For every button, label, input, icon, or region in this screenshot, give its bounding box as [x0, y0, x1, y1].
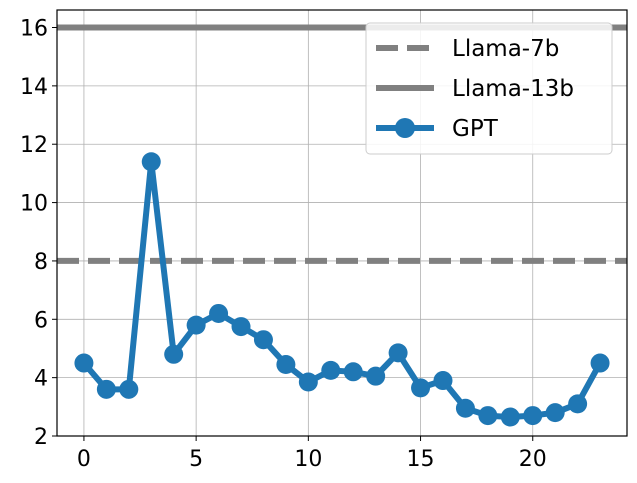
y-tick-label: 14 — [20, 75, 48, 100]
data-point — [523, 406, 543, 426]
x-tick-label: 10 — [294, 447, 322, 472]
data-point — [568, 394, 588, 414]
data-point — [253, 330, 273, 350]
x-tick-label: 15 — [407, 447, 435, 472]
data-point — [343, 362, 363, 382]
legend-box — [365, 22, 613, 155]
data-point — [74, 353, 94, 373]
data-point — [141, 152, 161, 172]
data-point — [366, 366, 386, 386]
y-axis: 2 4 6 8 10 12 14 16 — [20, 17, 57, 450]
legend-label: Llama-7b — [452, 36, 559, 62]
y-tick-label: 12 — [20, 133, 48, 158]
y-tick-label: 2 — [34, 425, 48, 450]
data-point — [321, 360, 341, 380]
y-tick-label: 8 — [34, 250, 48, 275]
legend-label: GPT — [452, 116, 499, 142]
x-tick-label: 0 — [77, 447, 91, 472]
legend-label: Llama-13b — [452, 76, 574, 102]
data-point — [388, 343, 408, 363]
data-point — [186, 315, 206, 335]
x-axis: 0 5 10 15 20 — [77, 436, 547, 472]
data-point — [433, 371, 453, 391]
legend: Llama-7b Llama-13b GPT — [365, 22, 613, 155]
data-point — [411, 378, 431, 398]
y-tick-label: 16 — [20, 17, 48, 42]
data-point — [164, 344, 184, 364]
x-tick-label: 5 — [189, 447, 203, 472]
data-point — [455, 398, 475, 418]
data-point — [500, 407, 520, 427]
data-point — [545, 403, 565, 423]
data-point — [276, 355, 296, 375]
y-tick-label: 6 — [34, 308, 48, 333]
series-layer — [74, 152, 610, 427]
data-point — [119, 379, 139, 399]
data-point — [96, 379, 116, 399]
data-point — [478, 406, 498, 426]
data-point — [590, 353, 610, 373]
plot-frame — [56, 9, 628, 437]
legend-marker — [395, 118, 415, 138]
y-tick-label: 4 — [34, 367, 48, 392]
data-point — [298, 372, 318, 392]
data-point — [231, 317, 251, 337]
x-tick-label: 20 — [519, 447, 547, 472]
series-line-gpt — [81, 158, 603, 421]
y-tick-label: 10 — [20, 192, 48, 217]
data-point — [209, 303, 229, 323]
